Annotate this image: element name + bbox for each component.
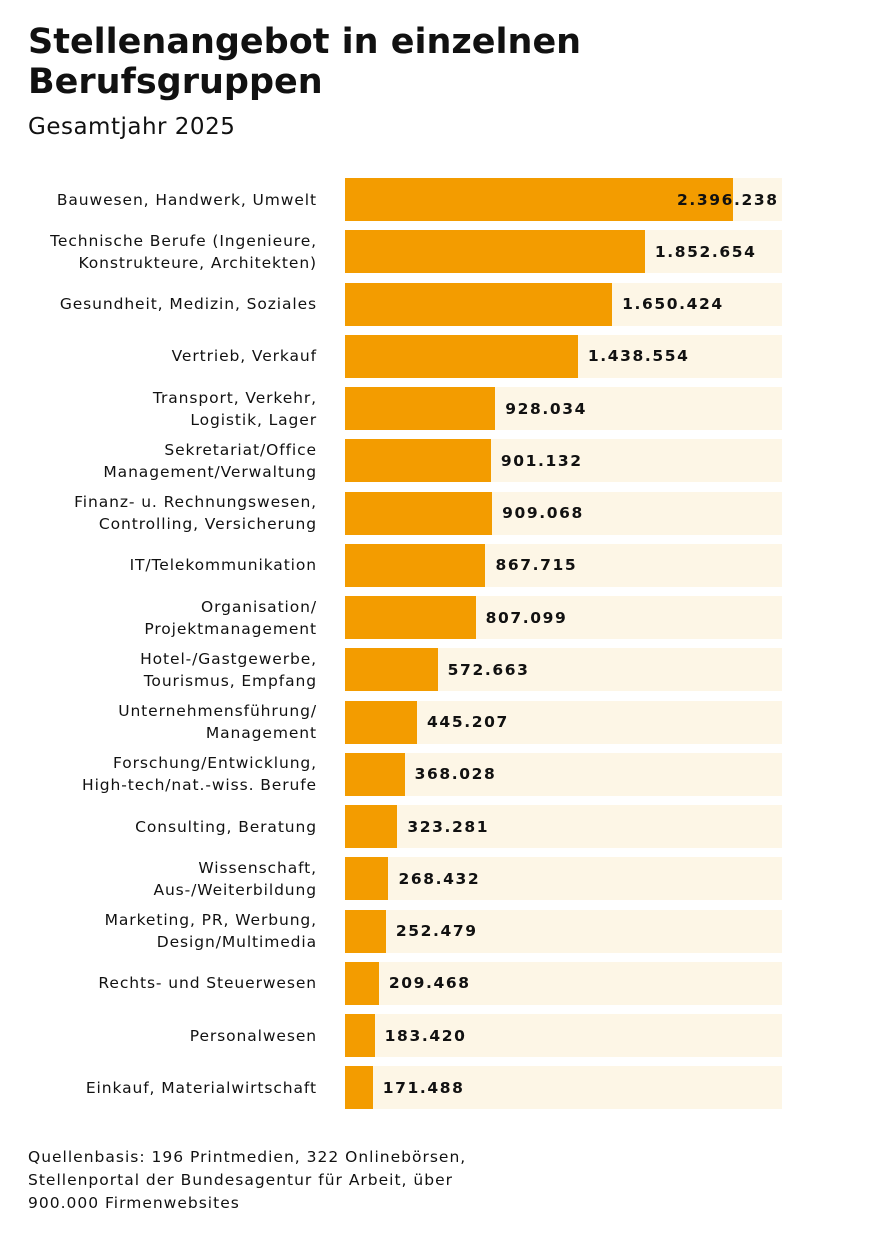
bar-track bbox=[345, 1066, 782, 1110]
value-label: 928.034 bbox=[505, 399, 588, 418]
bar-track bbox=[345, 857, 782, 901]
value-label: 867.715 bbox=[495, 556, 578, 575]
category-label: Organisation/ Projektmanagement bbox=[144, 597, 317, 638]
value-label: 445.207 bbox=[427, 713, 509, 731]
bar bbox=[345, 752, 405, 796]
chart-subtitle: Gesamtjahr 2025 bbox=[28, 114, 236, 140]
category-label: Transport, Verkehr, Logistik, Lager bbox=[152, 388, 317, 429]
value-label: 252.479 bbox=[395, 922, 478, 940]
bar bbox=[345, 1014, 375, 1057]
bar bbox=[345, 282, 613, 326]
value-label: 807.099 bbox=[485, 608, 568, 627]
category-label: Bauwesen, Handwerk, Umwelt bbox=[56, 190, 317, 209]
category-label: Gesundheit, Medizin, Soziales bbox=[59, 295, 317, 313]
bar bbox=[345, 178, 733, 221]
value-label: 901.132 bbox=[500, 451, 583, 470]
category-label: IT/Telekommunikation bbox=[129, 556, 317, 575]
chart-title: Stellenangebot in einzelnen Berufsgruppe… bbox=[28, 22, 582, 102]
category-label: Marketing, PR, Werbung, Design/Multimedi… bbox=[104, 911, 317, 951]
value-label: 209.468 bbox=[388, 974, 471, 993]
category-label: Forschung/Entwicklung, High-tech/nat.-wi… bbox=[82, 754, 317, 795]
bar-track bbox=[345, 752, 782, 796]
bar bbox=[345, 909, 386, 953]
category-label: Wissenschaft, Aus-/Weiterbildung bbox=[153, 858, 317, 899]
category-label: Einkauf, Materialwirtschaft bbox=[85, 1078, 317, 1097]
value-label: 909.068 bbox=[502, 504, 584, 522]
bar bbox=[345, 543, 486, 587]
category-label: Consulting, Beratung bbox=[135, 817, 317, 836]
source-note: Quellenbasis: 196 Printmedien, 322 Onlin… bbox=[28, 1148, 467, 1212]
bar-track bbox=[345, 700, 782, 744]
category-label: Personalwesen bbox=[189, 1026, 317, 1045]
bar bbox=[345, 491, 493, 535]
bar bbox=[345, 805, 398, 848]
value-label: 572.663 bbox=[447, 660, 530, 679]
bar bbox=[345, 334, 578, 378]
category-label: Finanz- u. Rechnungswesen, Controlling, … bbox=[74, 493, 317, 533]
category-label: Unternehmensführung/ Management bbox=[118, 702, 317, 742]
bar-track bbox=[345, 909, 782, 953]
bar bbox=[345, 648, 438, 692]
value-label: 1.852.654 bbox=[654, 242, 757, 261]
value-label: 2.396.238 bbox=[677, 190, 779, 209]
bar-track bbox=[345, 805, 782, 848]
value-label: 1.650.424 bbox=[622, 295, 724, 313]
category-label: Rechts- und Steuerwesen bbox=[98, 974, 317, 993]
value-label: 323.281 bbox=[407, 817, 490, 836]
category-label: Hotel-/Gastgewerbe, Tourismus, Empfang bbox=[140, 649, 317, 690]
bar bbox=[345, 700, 418, 744]
value-label: 368.028 bbox=[414, 765, 497, 784]
bar-track bbox=[345, 1014, 782, 1057]
value-label: 183.420 bbox=[384, 1026, 467, 1045]
bar bbox=[345, 230, 645, 274]
bar bbox=[345, 439, 491, 483]
bar bbox=[345, 596, 476, 639]
bar bbox=[345, 387, 496, 430]
value-label: 268.432 bbox=[398, 869, 481, 888]
category-label: Vertrieb, Verkauf bbox=[171, 347, 317, 366]
bar bbox=[345, 857, 389, 901]
value-label: 1.438.554 bbox=[587, 347, 690, 366]
category-label: Technische Berufe (Ingenieure, Konstrukt… bbox=[50, 231, 317, 272]
bar bbox=[345, 1066, 373, 1110]
bar bbox=[345, 961, 379, 1005]
value-label: 171.488 bbox=[382, 1078, 465, 1097]
bar-track bbox=[345, 961, 782, 1005]
category-label: Sekretariat/Office Management/Verwaltung bbox=[103, 440, 317, 481]
